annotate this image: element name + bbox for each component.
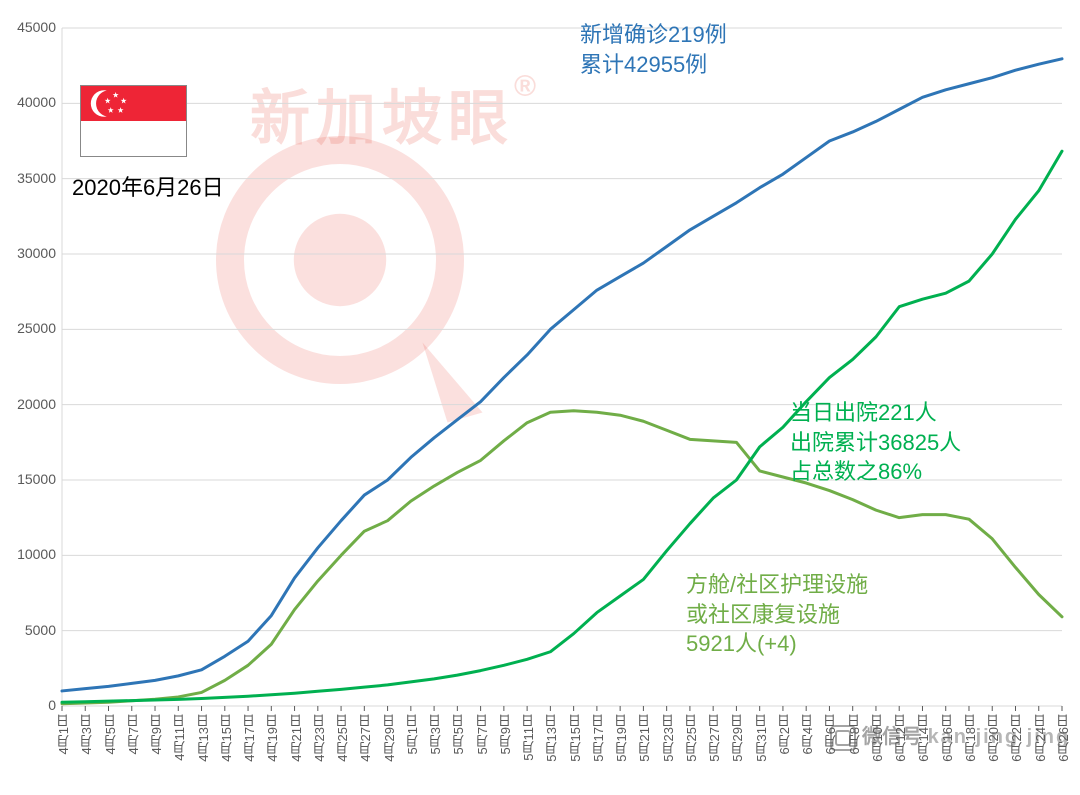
x-tick-label: 4月7日 [124,714,143,754]
x-tick-label: 4月29日 [380,714,399,762]
x-tick-label: 4月15日 [217,714,236,762]
x-tick-label: 6月26日 [1054,714,1073,762]
x-tick-label: 5月7日 [473,714,492,754]
x-tick-label: 4月3日 [77,714,96,754]
x-tick-label: 5月11日 [519,714,538,761]
x-tick-label: 5月21日 [635,714,654,762]
y-tick-label: 35000 [6,170,56,186]
x-tick-label: 6月6日 [821,714,840,754]
x-tick-label: 4月11日 [170,714,189,761]
x-tick-label: 6月4日 [798,714,817,754]
x-tick-label: 4月27日 [356,714,375,762]
x-tick-label: 4月25日 [333,714,352,762]
singapore-flag-icon [80,85,187,157]
y-tick-label: 15000 [6,471,56,487]
annotation-care: 方舱/社区护理设施或社区康复设施5921人(+4) [686,570,868,659]
y-tick-label: 10000 [6,546,56,562]
x-tick-label: 5月15日 [566,714,585,762]
chart-series [62,59,1062,704]
x-tick-label: 4月17日 [240,714,259,762]
x-tick-label: 6月22日 [1007,714,1026,762]
x-tick-label: 4月9日 [147,714,166,754]
x-tick-label: 6月2日 [775,714,794,754]
y-tick-label: 45000 [6,19,56,35]
y-tick-label: 40000 [6,94,56,110]
x-tick-label: 5月17日 [589,714,608,762]
y-tick-label: 30000 [6,245,56,261]
x-tick-label: 6月24日 [1031,714,1050,762]
x-tick-label: 6月8日 [845,714,864,754]
x-tick-label: 4月5日 [101,714,120,754]
x-tick-label: 6月20日 [984,714,1003,762]
x-tick-label: 5月23日 [659,714,678,762]
series-cumulative_confirmed [62,59,1062,691]
x-tick-label: 4月23日 [310,714,329,762]
y-tick-label: 25000 [6,320,56,336]
annotation-discharged: 当日出院221人出院累计36825人占总数之86% [790,398,961,487]
chart-date-label: 2020年6月26日 [72,170,224,202]
x-tick-label: 5月25日 [682,714,701,762]
y-tick-label: 5000 [6,622,56,638]
x-tick-label: 6月12日 [891,714,910,762]
y-tick-label: 20000 [6,396,56,412]
x-tick-label: 6月14日 [914,714,933,762]
x-tick-label: 5月13日 [542,714,561,762]
chart-gridlines [62,28,1062,711]
x-tick-label: 5月31日 [752,714,771,762]
x-tick-label: 5月9日 [496,714,515,754]
x-tick-label: 6月18日 [961,714,980,762]
x-tick-label: 4月1日 [54,714,73,754]
x-tick-label: 5月29日 [728,714,747,762]
x-tick-label: 5月1日 [403,714,422,754]
annotation-confirmed: 新增确诊219例累计42955例 [580,20,727,79]
x-tick-label: 4月21日 [287,714,306,762]
x-tick-label: 4月19日 [263,714,282,762]
y-tick-label: 0 [6,697,56,713]
x-tick-label: 5月27日 [705,714,724,762]
x-tick-label: 5月3日 [426,714,445,754]
x-tick-label: 6月10日 [868,714,887,762]
x-tick-label: 5月5日 [449,714,468,754]
x-tick-label: 5月19日 [612,714,631,762]
x-tick-label: 6月16日 [938,714,957,762]
x-tick-label: 4月13日 [194,714,213,762]
